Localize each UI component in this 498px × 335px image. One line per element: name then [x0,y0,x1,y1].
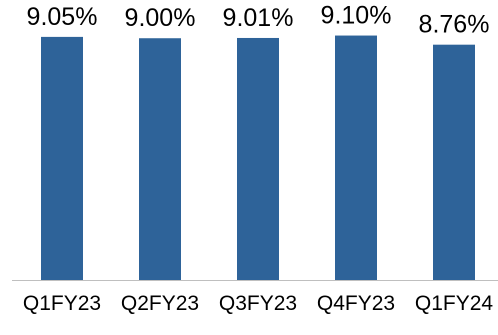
x-tick-label-q3fy23: Q3FY23 [219,292,297,315]
bar-q4fy23 [335,35,377,281]
x-tick-label-q4fy23: Q4FY23 [317,292,395,315]
x-tick-label-q2fy23: Q2FY23 [121,292,199,315]
data-label-q1fy23: 9.05% [27,3,98,31]
x-tick-label-q1fy23: Q1FY23 [23,292,101,315]
data-label-q2fy23: 9.00% [125,4,196,32]
data-label-q1fy24: 8.76% [419,11,490,39]
bar-q3fy23 [237,37,279,280]
data-labels-group: 9.05% 9.00% 9.01% 9.10% 8.76% [27,2,490,39]
bar-q1fy23 [41,36,83,281]
data-label-q4fy23: 9.10% [321,2,392,30]
bar-q1fy24 [433,44,475,280]
x-tick-labels-group: Q1FY23 Q2FY23 Q3FY23 Q4FY23 Q1FY24 [23,292,494,315]
bar-q2fy23 [139,38,181,281]
x-tick-label-q1fy24: Q1FY24 [415,292,494,315]
data-label-q3fy23: 9.01% [223,4,294,32]
bars-group [41,35,475,281]
